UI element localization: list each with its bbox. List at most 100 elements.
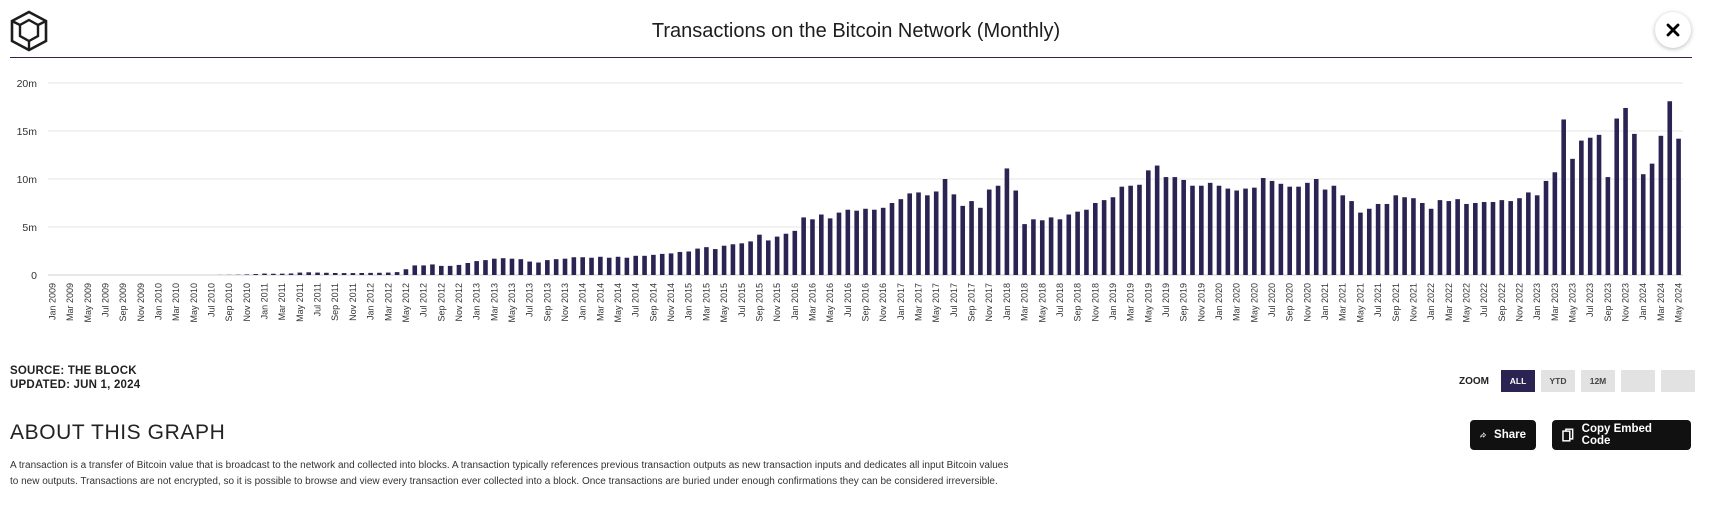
bar [1305,182,1310,275]
bar [686,251,692,275]
bar [978,207,983,275]
x-tick-label: Jan 2010 [153,283,163,320]
bar [1446,201,1452,275]
bar [1534,195,1540,275]
x-tick-label: Nov 2017 [984,283,994,322]
bar [1340,195,1346,275]
bar [1649,163,1655,275]
share-button[interactable]: Share [1470,420,1536,450]
bar [394,272,400,275]
bar [606,257,612,275]
bar [889,203,895,275]
bar [306,272,312,275]
x-tick-label: Mar 2017 [914,283,924,321]
bar [827,218,833,275]
zoom-label: ZOOM [1459,375,1489,387]
bar [297,272,303,275]
bar [244,274,250,275]
bar [1384,203,1390,275]
x-tick-label: Jan 2023 [1532,283,1542,320]
chart-title: Transactions on the Bitcoin Network (Mon… [651,20,1061,42]
bar [942,179,948,275]
bar [1393,195,1399,275]
bar [315,272,320,275]
bar [1517,198,1522,275]
x-tick-label: Jul 2011 [313,283,323,316]
bar [465,263,471,275]
x-tick-label: Sep 2009 [118,283,128,322]
share-label: Share [1494,429,1526,441]
x-tick-label: Mar 2014 [595,283,605,321]
x-tick-label: Sep 2012 [436,283,446,322]
x-tick-label: Sep 2016 [861,283,871,322]
copy-embed-label: Copy Embed Code [1581,423,1652,447]
bar [279,273,285,275]
bar [1499,200,1505,275]
bar [925,195,930,275]
bar [253,274,258,275]
bar [509,258,515,275]
x-tick-label: May 2009 [83,283,93,323]
x-tick-label: Jan 2021 [1320,283,1330,320]
bar [500,258,506,275]
x-tick-label: Mar 2018 [1020,283,1030,321]
bar [562,258,568,275]
bar [262,273,267,275]
bar [1163,177,1169,275]
x-tick-label: Jan 2009 [47,283,57,320]
about-title: ABOUT THIS GRAPH [10,421,226,444]
x-tick-label: Nov 2018 [1090,283,1100,322]
x-tick-label: Mar 2019 [1126,283,1136,321]
x-tick-label: Jul 2020 [1267,283,1277,317]
bar [1322,189,1328,275]
x-tick-label: Sep 2010 [224,283,234,322]
bar [1331,185,1337,275]
zoom-ytd-button[interactable]: YTD [1541,370,1575,392]
x-tick-label: Nov 2016 [878,283,888,322]
bar [403,269,409,275]
copy-embed-code-button[interactable]: Copy Embed Code [1552,420,1691,450]
zoom-12m-button[interactable]: 12M [1581,370,1615,392]
bar [1349,201,1354,275]
bar [1658,135,1664,275]
y-tick-label: 20m [17,78,38,90]
x-tick-label: Jul 2012 [419,283,429,317]
x-tick-label: Jul 2019 [1161,283,1171,317]
bar [1252,187,1257,275]
x-tick-label: Mar 2020 [1232,283,1242,321]
bar [545,260,550,275]
x-tick-label: May 2022 [1461,283,1471,323]
bar [438,265,444,275]
bar [624,257,630,275]
close-button[interactable] [1655,12,1691,48]
bar [1022,224,1027,275]
bar [1543,180,1549,275]
x-tick-label: Mar 2012 [383,283,393,321]
x-tick-label: Jan 2016 [790,283,800,320]
x-tick-label: May 2019 [1143,283,1153,323]
bar [1623,107,1628,276]
bar [271,273,276,275]
cube-logo-icon[interactable] [10,10,48,52]
y-tick-label: 0 [31,270,37,282]
bar [872,209,877,275]
bar [1358,212,1363,275]
bar [553,259,559,275]
bar [1172,177,1178,275]
bar [1066,214,1072,275]
bar [324,272,329,275]
bar [1313,179,1319,275]
x-tick-label: Nov 2023 [1621,283,1631,322]
zoom-option-button[interactable] [1661,370,1695,392]
bar [633,255,639,275]
zoom-all-button[interactable]: ALL [1501,370,1535,392]
x-tick-label: May 2016 [825,283,835,323]
bar [969,201,974,275]
bar [580,257,585,275]
bar [1234,190,1239,275]
zoom-option-button[interactable] [1621,370,1655,392]
bar [1128,185,1133,275]
bar [695,248,700,275]
x-tick-label: Sep 2015 [754,283,764,322]
x-tick-label: Nov 2014 [666,283,676,322]
